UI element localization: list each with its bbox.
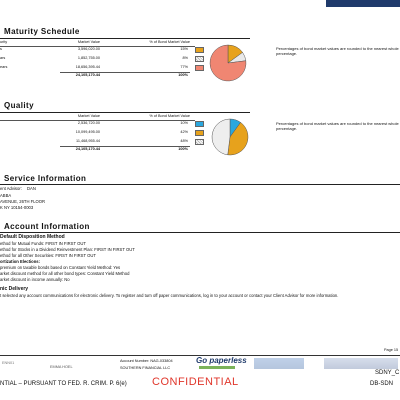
maturity-col-market-value: Market Value — [77, 40, 100, 44]
quality-pie-slice-2 — [211, 118, 231, 156]
amortization-heading: ortization Elections: — [0, 259, 41, 264]
maturity-row-pct: 15% — [180, 47, 188, 51]
quality-swatch — [195, 120, 204, 127]
electronic-delivery-heading: nic Delivery — [0, 286, 29, 292]
quality-row-value: 10,099,495.00 — [75, 130, 100, 134]
footer-name: EMMA HOEL — [50, 365, 73, 369]
maturity-swatch — [195, 55, 204, 62]
amortization-line: arket discount method for all other bond… — [0, 271, 130, 276]
quality-swatch — [195, 129, 204, 136]
maturity-swatch — [195, 46, 204, 53]
maturity-row-value: 1,852,755.00 — [77, 56, 100, 60]
maturity-col-pct: % of Bond Market Value — [149, 40, 190, 44]
amortization-line: arket discount in income annually: No — [0, 277, 70, 282]
service-line: AVENUE, 26TH FLOOR — [0, 199, 46, 204]
maturity-pie-chart — [209, 44, 247, 82]
account-title: Account Information — [4, 222, 90, 231]
maturity-row-label: ars — [0, 56, 6, 60]
disposition-line: ethod for all Other Securities: FIRST IN… — [0, 253, 96, 258]
quality-row-pct: 48% — [180, 139, 188, 143]
quality-row-pct: 42% — [180, 130, 188, 134]
maturity-col-label: urity — [0, 40, 8, 44]
footer-rule — [0, 355, 400, 356]
quality-col-pct: % of Bond Market Value — [149, 114, 190, 118]
maturity-row-label: s — [0, 47, 2, 51]
quality-pie-slice-1 — [227, 122, 249, 156]
service-title: Service Information — [4, 174, 87, 183]
disposition-line: ethod for Stocks in a Dividend Reinvestm… — [0, 247, 135, 252]
maturity-row-pct: 8% — [182, 56, 189, 60]
maturity-rule — [0, 38, 250, 39]
quality-title: Quality — [4, 101, 34, 110]
maturity-swatch — [195, 64, 204, 71]
award-badge-icon — [254, 358, 304, 369]
disposition-line: ethod for Mutual Funds: FIRST IN FIRST O… — [0, 241, 86, 246]
service-line: ABBA — [0, 193, 12, 198]
recognition-badge-icon — [324, 358, 398, 369]
maturity-pie-slice-2 — [209, 44, 247, 82]
quality-row-pct: 10% — [180, 121, 188, 125]
quality-note: Percentages of bond market values are ro… — [276, 121, 399, 132]
bates-number: DB-SDN — [370, 381, 394, 387]
advisor-name: DAN — [27, 186, 36, 191]
footer-code: ENN01 — [2, 361, 15, 365]
account-number: Account Number: NAG-033804 — [120, 359, 173, 363]
go-paperless-logo: Go paperless — [196, 356, 247, 365]
maturity-row-label: ears — [0, 65, 8, 69]
quality-total-pct: 100% — [178, 147, 188, 151]
page-number: Page 15 — [384, 348, 399, 352]
confidential-legend: NTIAL – PURSUANT TO FED. R. CRIM. P. 6(e… — [0, 381, 127, 387]
quality-col-market-value: Market Value — [77, 114, 100, 118]
maturity-row-value: 18,656,395.44 — [75, 65, 100, 69]
maturity-total-value: 24,105,170.44 — [75, 73, 100, 77]
southern-financial: SOUTHERN FINANCIAL LLC — [120, 366, 171, 370]
quality-pie-chart — [211, 118, 249, 156]
electronic-delivery-text: t selected any account communications fo… — [0, 293, 339, 298]
quality-row-value: 11,468,955.44 — [76, 139, 100, 143]
brand-tab — [326, 0, 400, 7]
maturity-row-value: 3,596,020.00 — [77, 47, 100, 51]
confidential-watermark: CONFIDENTIAL — [152, 376, 239, 388]
maturity-total-pct: 100% — [178, 73, 188, 77]
maturity-title: Maturity Schedule — [4, 27, 80, 36]
service-line: K NY 10154-0003 — [0, 205, 34, 210]
quality-swatch — [195, 138, 204, 145]
default-disposition-heading: Default Disposition Method — [0, 234, 65, 240]
maturity-row-pct: 77% — [180, 65, 188, 69]
advisor-label: ent Advisor: — [0, 186, 22, 191]
leaf-icon — [199, 366, 235, 369]
service-rule — [0, 184, 400, 185]
maturity-note: Percentages of bond market values are ro… — [276, 46, 399, 57]
quality-row-value: 2,536,720.00 — [77, 121, 100, 125]
amortization-line: premium on taxable bonds based on Consta… — [0, 265, 121, 270]
account-rule — [0, 232, 400, 233]
sdny-stamp: SDNY_C — [375, 370, 400, 376]
quality-rule — [0, 112, 250, 113]
quality-total-value: 24,105,170.44 — [75, 147, 100, 151]
